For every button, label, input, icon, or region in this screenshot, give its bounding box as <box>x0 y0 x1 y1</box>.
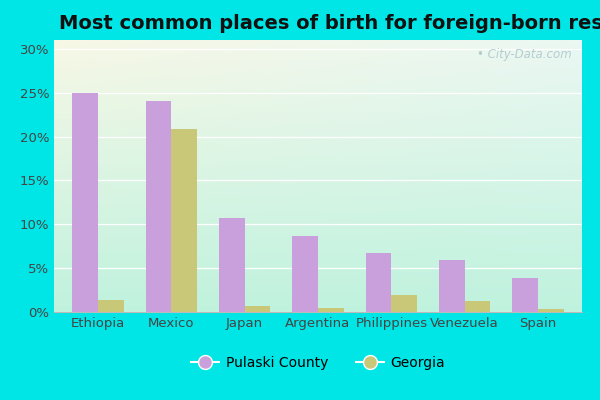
Bar <box>245 306 271 312</box>
Legend: Pulaski County, Georgia: Pulaski County, Georgia <box>185 351 451 376</box>
Bar <box>219 218 245 312</box>
Bar <box>318 308 344 312</box>
Bar <box>292 236 318 312</box>
Bar <box>439 260 464 312</box>
Bar <box>538 309 563 312</box>
Bar <box>73 93 98 312</box>
Bar <box>512 278 538 312</box>
Bar <box>98 300 124 312</box>
Bar <box>464 300 490 312</box>
Bar <box>172 130 197 312</box>
Text: Most common places of birth for foreign-born residents: Most common places of birth for foreign-… <box>59 14 600 33</box>
Bar <box>146 102 172 312</box>
Text: • City-Data.com: • City-Data.com <box>476 48 571 61</box>
Bar <box>391 295 417 312</box>
Bar <box>365 253 391 312</box>
